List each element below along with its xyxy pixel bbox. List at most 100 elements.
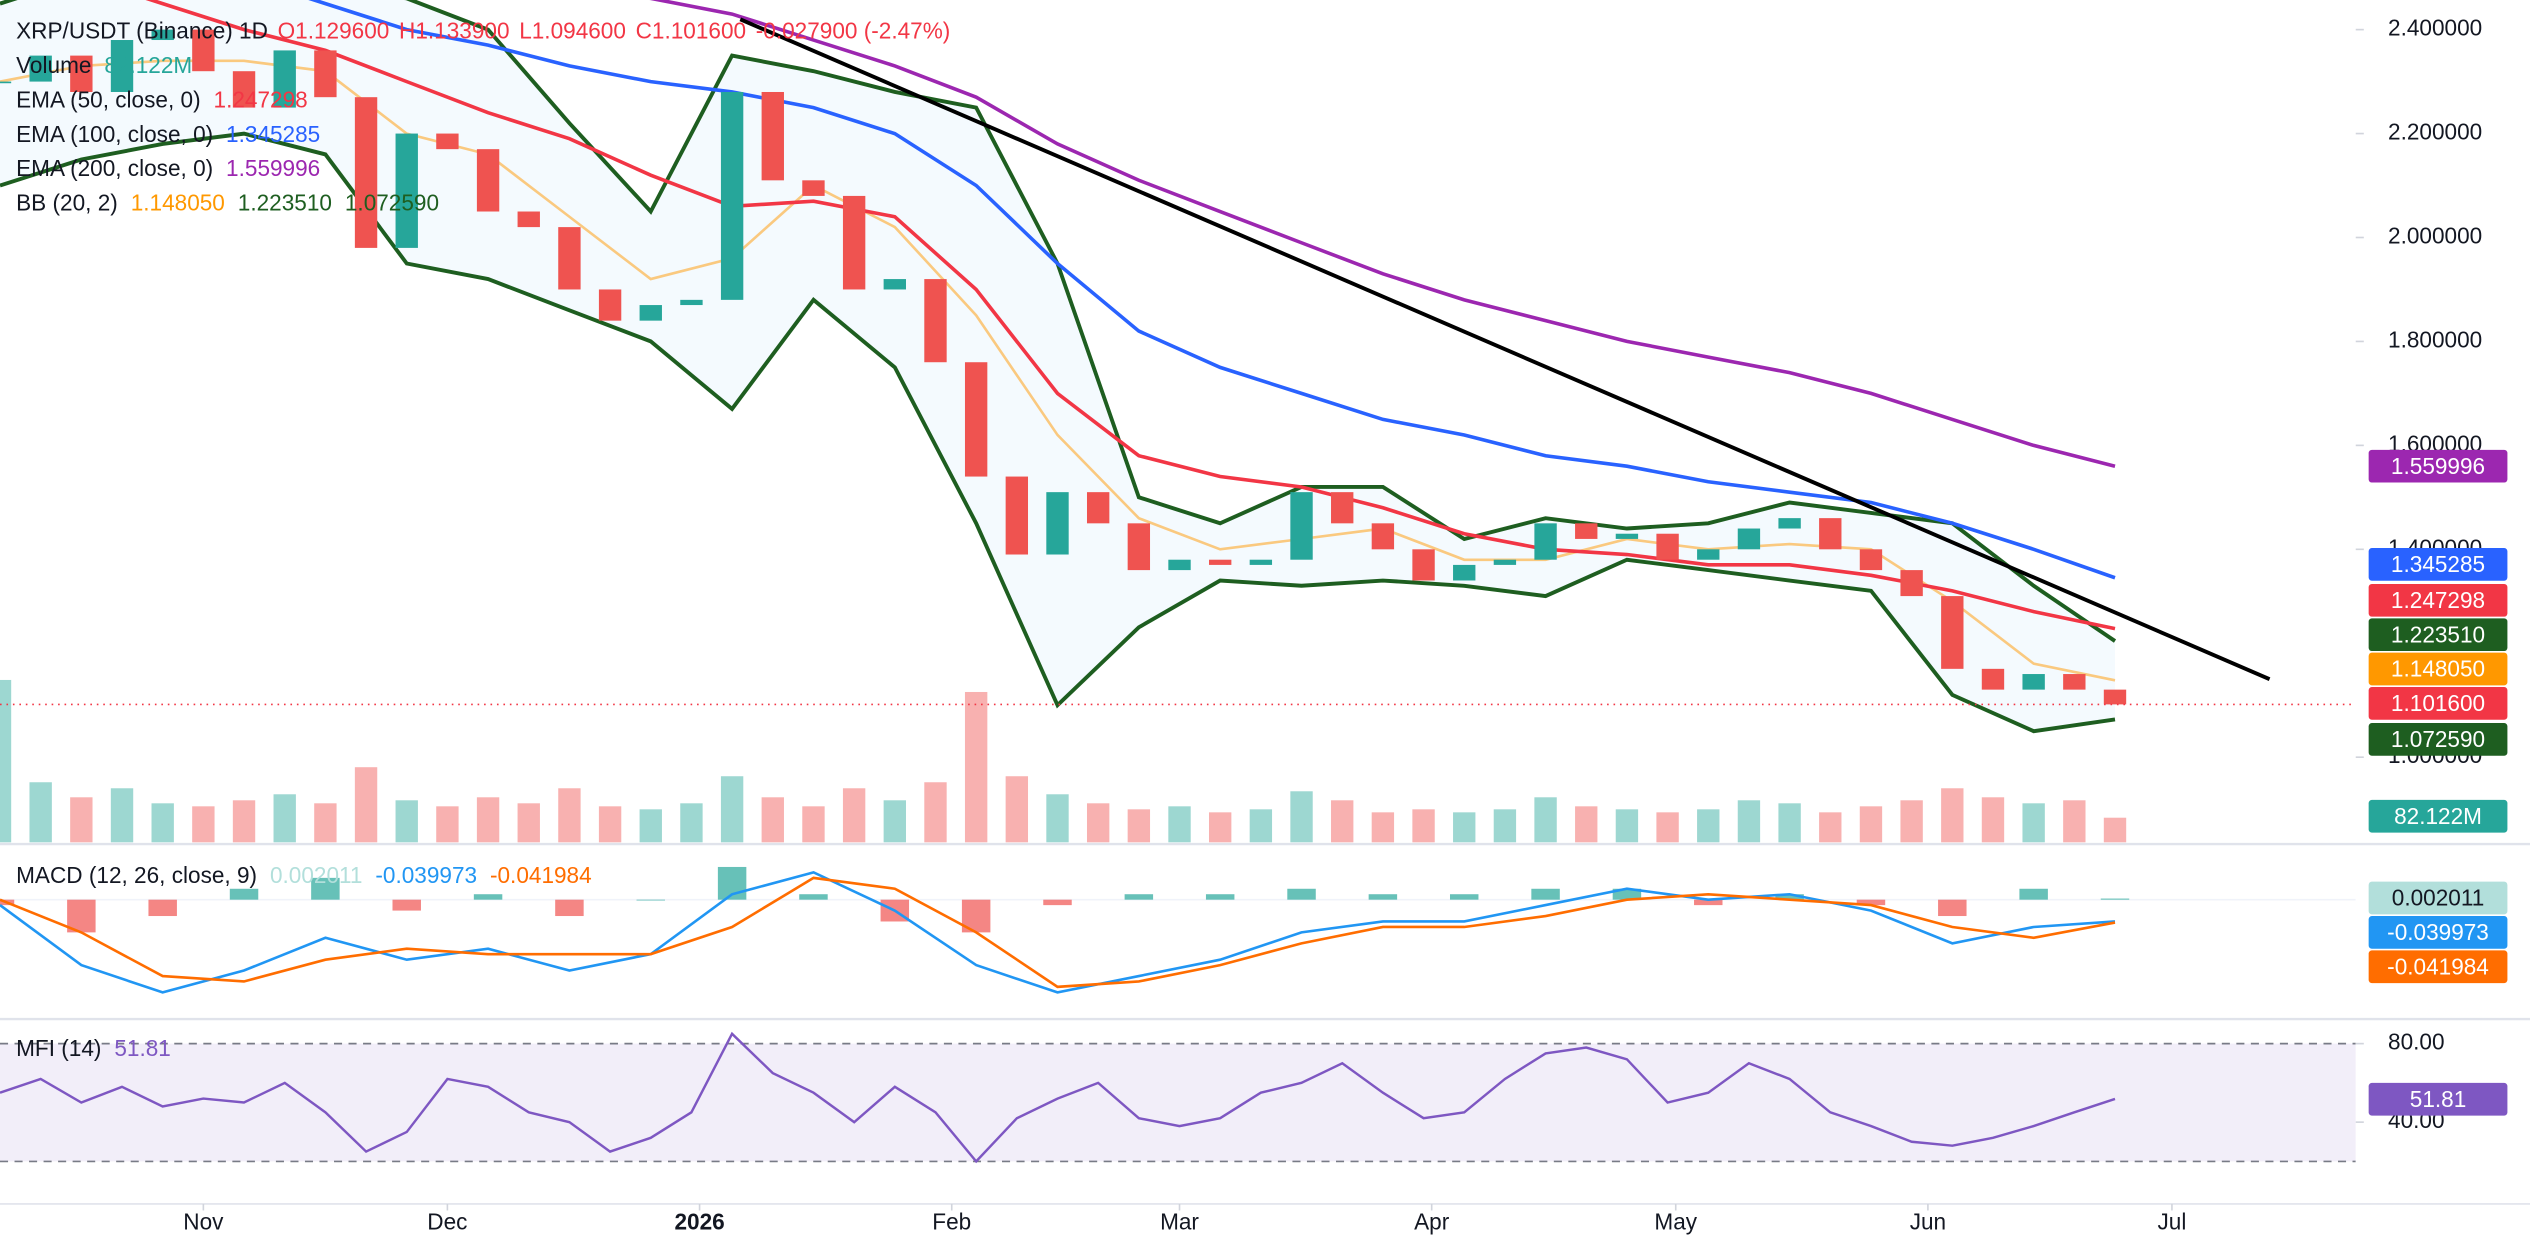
candle [1453, 564, 1476, 581]
volume-bar [0, 679, 12, 843]
volume-bar [1290, 791, 1313, 843]
mfi-value: 51.81 [114, 1035, 171, 1061]
bb-value: 1.223510 [238, 189, 332, 215]
y-tick-label: 2.000000 [2388, 222, 2482, 248]
price-badge [2368, 723, 2508, 756]
candle [70, 55, 93, 92]
volume-bar [883, 800, 906, 843]
macd-histogram-bar [311, 877, 340, 900]
macd-histogram-bar [1124, 894, 1154, 900]
ema-name: EMA (200, close, 0) [16, 155, 213, 181]
volume-bar [1046, 794, 1069, 843]
volume-bar [1778, 803, 1801, 843]
candle [1086, 492, 1110, 524]
volume-bar [1331, 800, 1354, 843]
macd-value: -0.039973 [375, 862, 477, 888]
price-badge [2368, 799, 2508, 833]
price-badge [2368, 950, 2508, 984]
volume-bar [29, 782, 52, 843]
volume-bar [639, 809, 662, 843]
volume-bar [2063, 800, 2086, 843]
candle [802, 180, 825, 196]
volume-bar [517, 803, 540, 843]
bb-name: BB (20, 2) [16, 189, 118, 215]
macd-histogram-bar [1694, 899, 1723, 906]
candle [1493, 559, 1517, 565]
macd-histogram-bar [1938, 899, 1967, 917]
price-badge-label: 1.247298 [2391, 587, 2485, 613]
candle [2103, 689, 2127, 705]
price-badges: 1.559996 1.345285 1.247298 1.223510 1.148050… [2368, 449, 2508, 1116]
x-tick-label: Feb [932, 1208, 971, 1234]
mfi-band-fill [0, 1043, 2356, 1162]
price-pane [0, 0, 2356, 843]
price-badge-label: 51.81 [2410, 1086, 2467, 1112]
volume-bar [842, 788, 866, 843]
volume-bar [761, 797, 784, 843]
candle [395, 133, 418, 248]
ema-value: 1.345285 [226, 121, 320, 147]
x-tick-label: Apr [1414, 1208, 1450, 1234]
volume-bar [964, 691, 988, 843]
macd-histogram-bar [799, 894, 828, 900]
macd-histogram-bar [2100, 898, 2130, 900]
macd-histogram-bar [1856, 899, 1886, 906]
price-badge [2368, 652, 2508, 686]
volume-bar [1941, 788, 1964, 843]
volume-bar [1656, 812, 1679, 843]
mfi-line [0, 1031, 2116, 1164]
volume-name: Volume [16, 52, 91, 78]
candle [517, 211, 540, 228]
macd-histogram-bar [1043, 899, 1072, 906]
volume-bar [1900, 800, 1923, 843]
ema-name: EMA (100, close, 0) [16, 121, 213, 147]
candle [883, 279, 906, 290]
candle [273, 50, 296, 108]
candle [1127, 523, 1151, 571]
macd-histogram-bar [1368, 894, 1398, 900]
legend-row: EMA (50, close, 0) 1.247298 [16, 86, 308, 112]
macd-histogram-bar [67, 899, 96, 933]
ema-name: EMA (50, close, 0) [16, 86, 200, 112]
price-badge-label: 1.148050 [2391, 656, 2485, 682]
volume-bar [1209, 812, 1232, 843]
macd-name: MACD (12, 26, close, 9) [16, 862, 257, 888]
volume-bar [192, 806, 215, 843]
volume-bar [273, 794, 296, 843]
volume-bar [2103, 817, 2127, 843]
volume-bar [232, 800, 256, 843]
macd-hist-value: 0.002011 [270, 862, 363, 888]
candle [1981, 668, 2005, 690]
volume-bar [1168, 806, 1191, 843]
price-badge-label: 1.072590 [2391, 726, 2485, 752]
candle [2022, 674, 2045, 690]
x-tick-label: Jun [1910, 1208, 1946, 1234]
signal-value: -0.041984 [490, 862, 592, 888]
candle [0, 81, 12, 84]
y-tick-label: 2.400000 [2388, 15, 2482, 41]
macd-histogram-bar [2019, 888, 2048, 900]
bb-line [0, 59, 2116, 682]
close: C1.101600 [636, 18, 746, 44]
price-badge [2368, 618, 2508, 652]
volume-bar [110, 788, 134, 843]
volume-bar [1493, 809, 1517, 843]
candle [1371, 523, 1395, 550]
candle [1941, 596, 1964, 669]
candle [558, 227, 581, 290]
legend-row: XRP/USDT (Binance) 1D O1.129600 H1.133900 L… [16, 18, 950, 44]
candle [1168, 559, 1191, 571]
volume-bar [354, 767, 378, 843]
volume-bar [2022, 803, 2045, 843]
ema-value: 1.559996 [226, 155, 320, 181]
volume-bar [1534, 797, 1557, 843]
macd-line [0, 870, 2116, 994]
ema-line [649, 0, 2116, 468]
legend-row: MFI (14) 51.81 [16, 1035, 171, 1061]
change: -0.027900 (-2.47%) [756, 18, 951, 44]
macd-histogram-bar [1205, 894, 1235, 900]
candle [1331, 492, 1354, 524]
candle [29, 55, 52, 82]
macd-histogram-bar [1775, 894, 1804, 900]
